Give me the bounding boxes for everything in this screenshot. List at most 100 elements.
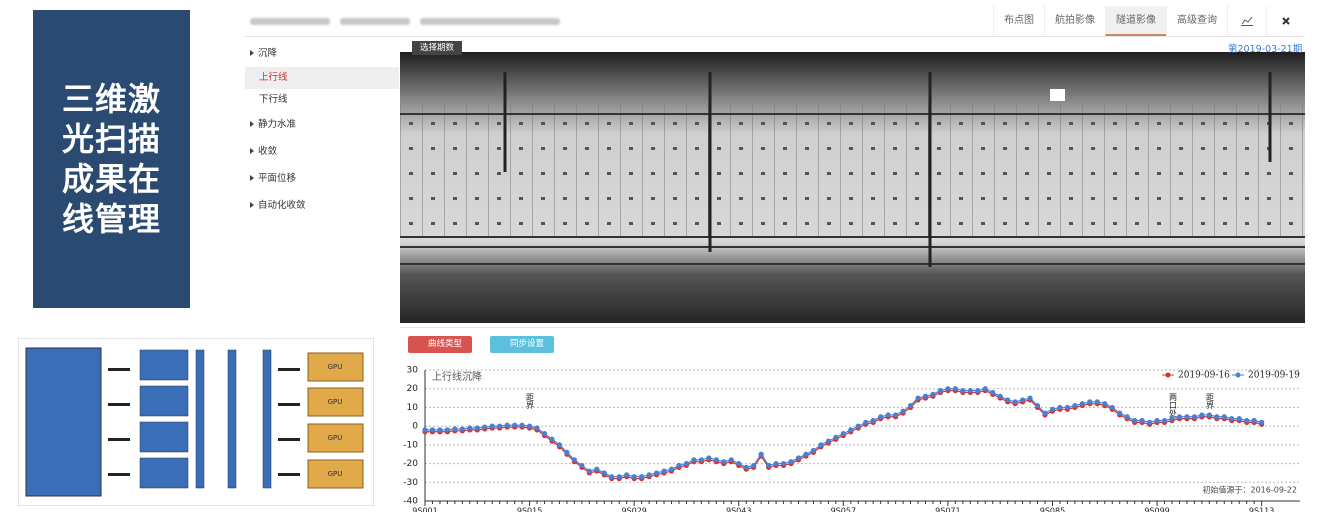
data-point bbox=[1020, 397, 1026, 403]
nav-tab[interactable]: 布点图 bbox=[993, 6, 1044, 36]
data-point bbox=[990, 389, 996, 396]
legend-marker bbox=[1165, 372, 1171, 378]
data-point bbox=[706, 455, 712, 461]
period-label: 第2019-03-21期 bbox=[1228, 44, 1303, 55]
title-line: 线管理 bbox=[61, 200, 161, 238]
data-point bbox=[512, 422, 518, 428]
data-point bbox=[1191, 414, 1198, 420]
chart-panel: 曲线类型 同步设置 bbox=[400, 327, 1305, 513]
chart-note: 初始值源于：2016-09-22 bbox=[1203, 485, 1298, 495]
curve-type-button[interactable]: 曲线类型 bbox=[408, 336, 473, 353]
close-button[interactable] bbox=[1266, 6, 1305, 36]
data-point bbox=[1072, 402, 1078, 409]
gpu-label: GPU bbox=[328, 398, 343, 406]
menu-item[interactable]: 沉降 bbox=[245, 40, 399, 67]
data-point bbox=[1221, 414, 1227, 420]
data-point bbox=[721, 459, 727, 465]
data-point bbox=[713, 457, 719, 463]
y-tick-label: -20 bbox=[403, 459, 418, 469]
menu-item[interactable]: 平面位移 bbox=[245, 165, 399, 192]
x-tick-label: 9S001 bbox=[412, 507, 437, 513]
nav-tab[interactable]: 航拍影像 bbox=[1044, 6, 1105, 36]
data-point bbox=[556, 442, 563, 448]
data-point bbox=[1027, 395, 1033, 401]
x-tick-label: 9S099 bbox=[1144, 507, 1169, 513]
y-tick-label: 20 bbox=[407, 384, 419, 394]
data-point bbox=[459, 426, 465, 432]
data-point bbox=[526, 423, 533, 429]
data-point bbox=[497, 423, 503, 429]
data-point bbox=[1012, 399, 1018, 405]
data-point bbox=[429, 427, 436, 433]
nav-tab[interactable]: 高级查询 bbox=[1166, 6, 1227, 36]
data-point bbox=[1154, 417, 1160, 424]
y-tick-label: 0 bbox=[412, 422, 418, 432]
period-select[interactable]: 选择期数 bbox=[412, 41, 463, 55]
submenu-item[interactable]: 下行线 bbox=[259, 94, 288, 105]
data-point bbox=[1005, 397, 1011, 403]
data-point bbox=[900, 408, 906, 414]
data-point bbox=[1176, 414, 1183, 420]
data-point bbox=[676, 462, 682, 469]
submenu-item[interactable]: 上行线 bbox=[245, 67, 399, 89]
data-point bbox=[803, 451, 809, 457]
data-point bbox=[1184, 414, 1190, 420]
data-point bbox=[541, 431, 548, 437]
sync-button[interactable]: 同步设置 bbox=[490, 336, 555, 353]
data-point bbox=[1087, 399, 1093, 405]
data-point bbox=[967, 387, 973, 394]
data-point bbox=[810, 447, 817, 454]
data-point bbox=[1094, 399, 1100, 405]
menu-item[interactable]: 收敛 bbox=[245, 138, 399, 165]
annotation: 距界 bbox=[526, 393, 535, 410]
gpu-label: GPU bbox=[328, 470, 343, 478]
legend-label: 2019-09-19 bbox=[1248, 371, 1300, 381]
data-point bbox=[467, 425, 473, 431]
data-point bbox=[639, 474, 645, 480]
data-point bbox=[698, 457, 704, 463]
menu-item[interactable]: 静力水准 bbox=[245, 111, 399, 138]
gpu-label: GPU bbox=[328, 434, 343, 442]
data-point bbox=[855, 423, 861, 429]
data-point bbox=[1124, 414, 1130, 420]
data-point bbox=[691, 457, 697, 463]
data-point bbox=[818, 442, 824, 448]
x-tick-label: 9S085 bbox=[1040, 507, 1065, 513]
data-point bbox=[743, 464, 749, 470]
data-point bbox=[1199, 412, 1205, 418]
nav-tab[interactable]: 隧道影像 bbox=[1105, 6, 1166, 36]
data-point bbox=[795, 455, 802, 461]
data-point bbox=[594, 466, 600, 472]
data-point bbox=[1214, 414, 1220, 420]
data-point bbox=[1139, 417, 1145, 424]
data-point bbox=[893, 412, 899, 418]
data-point bbox=[571, 457, 577, 463]
top-bar: 布点图 航拍影像 隧道影像 高级查询 bbox=[245, 6, 1305, 37]
data-point bbox=[982, 386, 988, 392]
menu-item[interactable]: 自动化收敛 bbox=[245, 192, 399, 219]
data-point bbox=[452, 426, 458, 432]
data-point bbox=[825, 438, 831, 444]
chart-icon-button[interactable] bbox=[1227, 6, 1266, 36]
data-point bbox=[624, 472, 630, 478]
chart-icon bbox=[1241, 16, 1253, 26]
data-point bbox=[489, 423, 495, 429]
data-point bbox=[960, 387, 966, 394]
y-tick-label: -30 bbox=[403, 478, 418, 488]
data-point bbox=[848, 427, 854, 433]
data-point bbox=[930, 391, 936, 397]
data-point bbox=[937, 387, 944, 394]
data-point bbox=[1102, 401, 1108, 407]
data-point bbox=[863, 419, 869, 425]
tab-bar: 布点图 航拍影像 隧道影像 高级查询 bbox=[993, 6, 1305, 36]
data-point bbox=[1259, 419, 1265, 425]
data-point bbox=[1064, 404, 1071, 411]
y-tick-label: 10 bbox=[407, 403, 419, 413]
data-point bbox=[1169, 416, 1175, 422]
data-point bbox=[788, 459, 794, 465]
data-point bbox=[840, 431, 846, 437]
data-point bbox=[1229, 416, 1235, 422]
annotation: 距界 bbox=[1206, 393, 1215, 410]
data-point bbox=[1079, 401, 1085, 407]
data-point bbox=[519, 422, 525, 428]
